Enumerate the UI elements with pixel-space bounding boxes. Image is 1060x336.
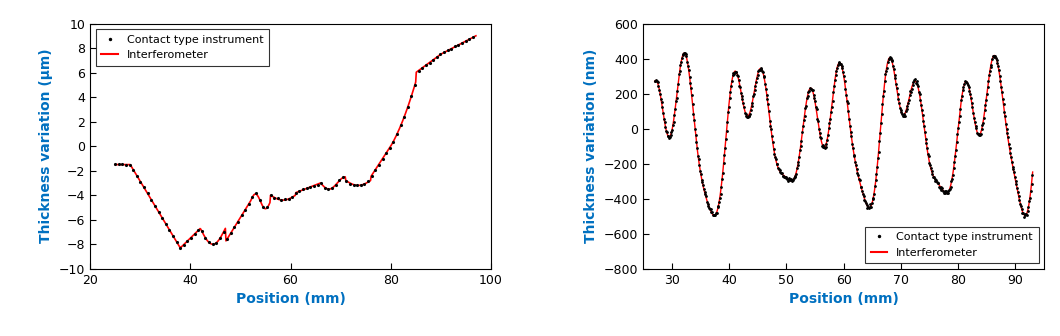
Legend: Contact type instrument, Interferometer: Contact type instrument, Interferometer [95,29,269,66]
Y-axis label: Thickness variation (μm): Thickness variation (μm) [39,49,53,244]
Legend: Contact type instrument, Interferometer: Contact type instrument, Interferometer [865,226,1039,263]
X-axis label: Position (mm): Position (mm) [235,292,346,306]
X-axis label: Position (mm): Position (mm) [789,292,899,306]
Y-axis label: Thickness variation (nm): Thickness variation (nm) [584,49,598,243]
